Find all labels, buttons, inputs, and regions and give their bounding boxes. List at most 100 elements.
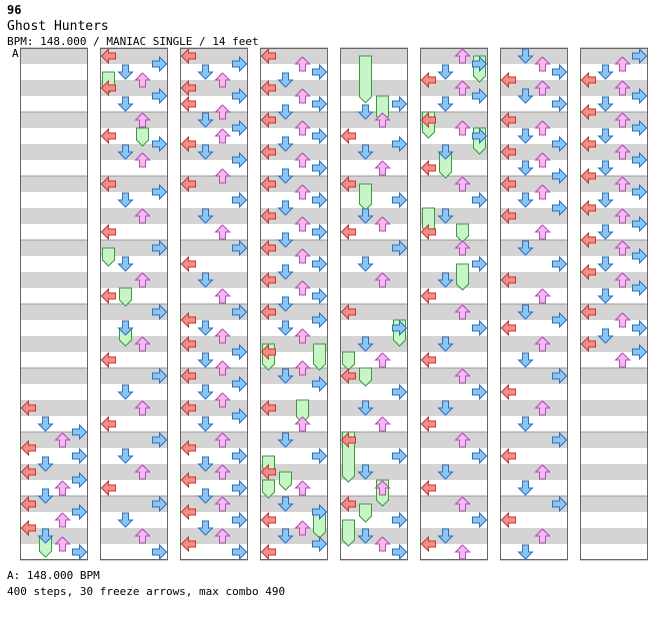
chart-column [340, 47, 408, 561]
up-arrow-icon [214, 328, 231, 344]
right-arrow-icon [472, 127, 488, 145]
right-arrow-icon [472, 447, 488, 465]
down-arrow-icon [37, 488, 54, 504]
up-arrow-icon [614, 272, 631, 288]
right-arrow-icon [552, 63, 568, 81]
down-arrow-icon [357, 104, 374, 120]
up-arrow-icon [134, 208, 151, 224]
stats-line: 400 steps, 30 freeze arrows, max combo 4… [7, 585, 286, 598]
left-arrow-icon [180, 311, 196, 329]
down-arrow-icon [517, 160, 534, 176]
left-arrow-icon [500, 111, 516, 129]
right-arrow-icon [632, 247, 648, 265]
down-arrow-icon [437, 144, 454, 160]
left-arrow-icon [500, 271, 516, 289]
right-arrow-icon [392, 447, 408, 465]
down-arrow-icon [277, 528, 294, 544]
up-arrow-icon [374, 160, 391, 176]
down-arrow-icon [357, 400, 374, 416]
left-arrow-icon [180, 399, 196, 417]
up-arrow-icon [374, 112, 391, 128]
up-arrow-icon [134, 336, 151, 352]
left-arrow-icon [180, 255, 196, 273]
left-arrow-icon [100, 223, 116, 241]
left-arrow-icon [260, 543, 276, 561]
right-arrow-icon [232, 343, 248, 361]
down-arrow-icon [597, 128, 614, 144]
down-arrow-icon [37, 456, 54, 472]
left-arrow-icon [180, 367, 196, 385]
up-arrow-icon [534, 56, 551, 72]
right-arrow-icon [312, 287, 328, 305]
down-arrow-icon [597, 256, 614, 272]
up-arrow-icon [374, 536, 391, 552]
left-arrow-icon [260, 175, 276, 193]
right-arrow-icon [232, 375, 248, 393]
left-arrow-icon [100, 287, 116, 305]
left-arrow-icon [420, 287, 436, 305]
left-arrow-icon [420, 159, 436, 177]
down-arrow-icon [117, 448, 134, 464]
left-arrow-icon [260, 303, 276, 321]
chart-meta: BPM: 148.000 / MANIAC SINGLE / 14 feet [7, 35, 259, 48]
up-arrow-icon [214, 464, 231, 480]
left-arrow-icon [580, 103, 596, 121]
down-arrow-icon [277, 368, 294, 384]
down-arrow-icon [597, 328, 614, 344]
up-arrow-icon [294, 520, 311, 536]
down-arrow-icon [437, 272, 454, 288]
down-arrow-icon [117, 512, 134, 528]
up-arrow-icon [374, 272, 391, 288]
up-arrow-icon [374, 352, 391, 368]
up-arrow-icon [134, 272, 151, 288]
left-arrow-icon [580, 263, 596, 281]
down-arrow-icon [597, 288, 614, 304]
up-arrow-icon [534, 336, 551, 352]
left-arrow-icon [340, 175, 356, 193]
right-arrow-icon [552, 199, 568, 217]
up-arrow-icon [454, 432, 471, 448]
left-arrow-icon [340, 127, 356, 145]
up-arrow-icon [54, 536, 71, 552]
up-arrow-icon [534, 400, 551, 416]
right-arrow-icon [232, 239, 248, 257]
down-arrow-icon [357, 208, 374, 224]
down-arrow-icon [357, 144, 374, 160]
up-arrow-icon [534, 528, 551, 544]
down-arrow-icon [517, 416, 534, 432]
right-arrow-icon [232, 543, 248, 561]
down-arrow-icon [517, 48, 534, 64]
down-arrow-icon [277, 296, 294, 312]
right-arrow-icon [152, 431, 168, 449]
left-arrow-icon [420, 223, 436, 241]
right-arrow-icon [312, 95, 328, 113]
right-arrow-icon [232, 151, 248, 169]
right-arrow-icon [152, 303, 168, 321]
chart-column [20, 47, 88, 561]
left-arrow-icon [500, 383, 516, 401]
left-arrow-icon [260, 143, 276, 161]
up-arrow-icon [214, 392, 231, 408]
up-arrow-icon [54, 512, 71, 528]
up-arrow-icon [214, 288, 231, 304]
freeze-arrow [359, 183, 372, 211]
right-arrow-icon [552, 431, 568, 449]
up-arrow-icon [294, 480, 311, 496]
right-arrow-icon [552, 135, 568, 153]
down-arrow-icon [517, 544, 534, 560]
right-arrow-icon [632, 87, 648, 105]
right-arrow-icon [232, 407, 248, 425]
left-arrow-icon [500, 319, 516, 337]
down-arrow-icon [197, 64, 214, 80]
up-arrow-icon [214, 72, 231, 88]
up-arrow-icon [614, 312, 631, 328]
down-arrow-icon [517, 480, 534, 496]
freeze-arrow [359, 55, 372, 104]
right-arrow-icon [392, 239, 408, 257]
up-arrow-icon [294, 416, 311, 432]
left-arrow-icon [420, 535, 436, 553]
left-arrow-icon [580, 231, 596, 249]
left-arrow-icon [420, 351, 436, 369]
down-arrow-icon [357, 464, 374, 480]
